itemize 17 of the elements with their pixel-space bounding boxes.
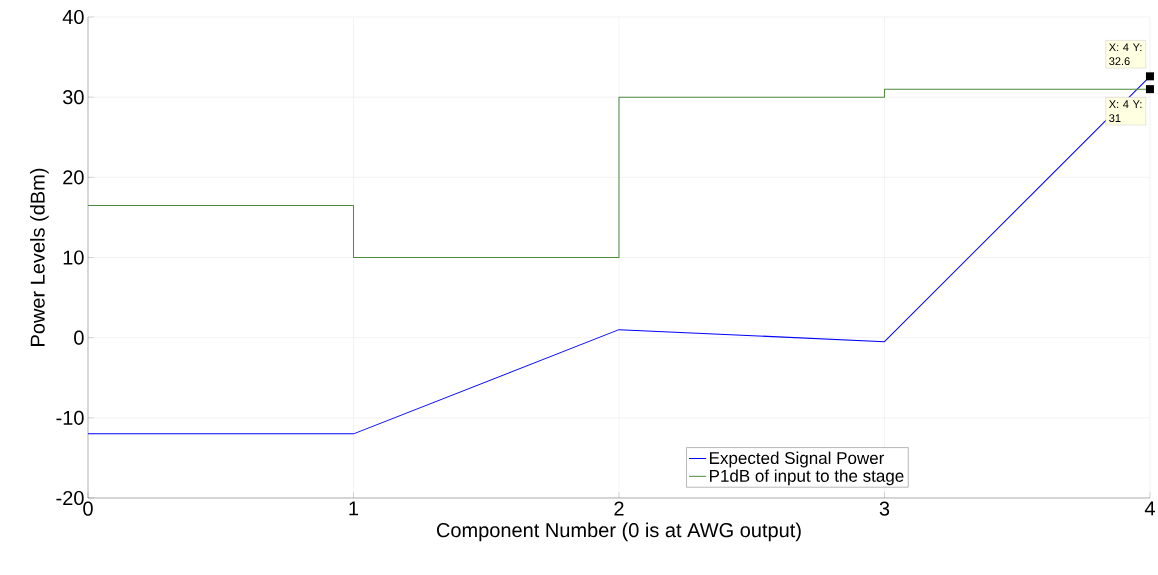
annotation: X: 4 Y: 32.6 [1109, 43, 1142, 66]
y-tick-label: 40 [62, 9, 84, 25]
y-tick-label: 10 [63, 250, 84, 265]
annotation: X: 4 Y: 31 [1109, 100, 1142, 123]
y-tick-label: 30 [62, 90, 84, 105]
y-axis-title: Power Levels (dBm) [30, 168, 49, 346]
y-tick-label: -10 [56, 410, 84, 425]
legend-label: Expected Signal Power [710, 451, 885, 468]
y-tick-label: 20 [63, 170, 84, 185]
y-tick-label: -20 [56, 490, 84, 506]
x-tick-label: 3 [879, 501, 890, 516]
x-tick-label: 4 [1144, 501, 1155, 516]
legend-label: P1dB of input to the stage [710, 469, 904, 486]
x-tick-label: 1 [349, 501, 359, 516]
x-axis-title: Component Number (0 is at AWG output) [436, 522, 801, 542]
x-tick-label: 2 [614, 501, 624, 516]
y-tick-label: 0 [74, 330, 84, 345]
